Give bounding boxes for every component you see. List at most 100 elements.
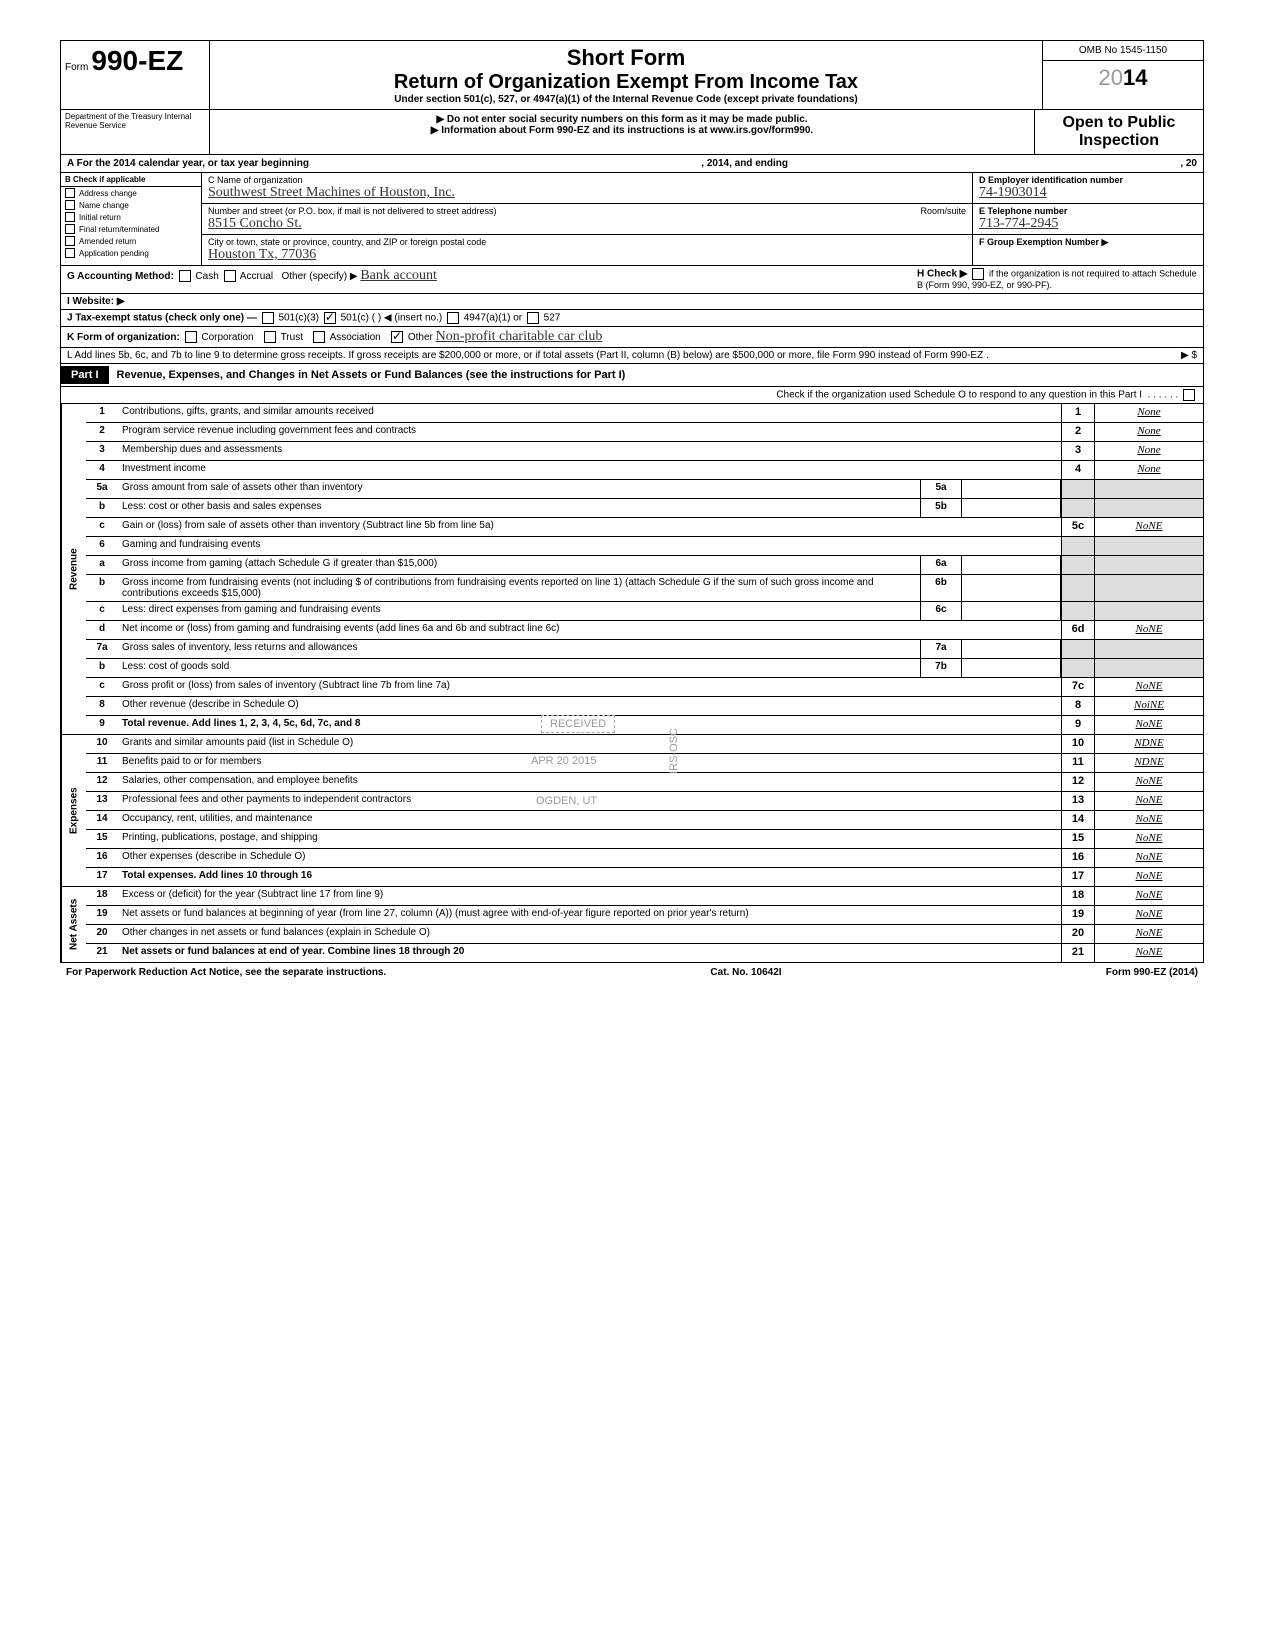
mid-num: 6b [920,575,962,601]
corp-checkbox [185,331,197,343]
shaded-cell [1061,575,1095,601]
line-number: 15 [86,830,118,848]
shaded-cell [1095,659,1203,677]
right-num: 2 [1061,423,1095,441]
mid-val [962,499,1061,517]
accrual-label: Accrual [240,271,273,282]
c-label: 501(c) ( [341,313,375,324]
right-val: NoNE [1095,830,1203,848]
line-row: 7aGross sales of inventory, less returns… [86,640,1203,659]
corp-label: Corporation [201,332,253,343]
other-org-value: Non-profit charitable car club [436,329,603,344]
527-checkbox [527,312,539,324]
group-field: F Group Exemption Number ▶ [973,235,1203,250]
right-num: 11 [1061,754,1095,772]
insert-label: ) ◀ (insert no.) [378,313,442,324]
l-arrow: ▶ $ [1181,350,1197,361]
form-990ez: Form 990-EZ Short Form Return of Organiz… [60,40,1204,963]
line-number: 8 [86,697,118,715]
line-desc: Total expenses. Add lines 10 through 16 [118,868,1061,886]
line-desc: Gross income from gaming (attach Schedul… [118,556,920,574]
subtitle: Under section 501(c), 527, or 4947(a)(1)… [218,94,1034,105]
line-row: cLess: direct expenses from gaming and f… [86,602,1203,621]
line-row: 10Grants and similar amounts paid (list … [86,735,1203,754]
line-number: 6 [86,537,118,555]
line-desc: Less: direct expenses from gaming and fu… [118,602,920,620]
right-num: 16 [1061,849,1095,867]
right-info: D Employer identification number 74-1903… [973,173,1203,265]
expense-lines: 10Grants and similar amounts paid (list … [86,735,1203,886]
omb-number: OMB No 1545-1150 [1043,41,1203,61]
part1-header: Part I Revenue, Expenses, and Changes in… [61,364,1203,387]
line-desc: Gross profit or (loss) from sales of inv… [118,678,1061,696]
ein-label: D Employer identification number [979,175,1197,185]
right-val: NoNE [1095,678,1203,696]
accrual-checkbox [224,270,236,282]
year-bold: 14 [1123,65,1147,90]
line-row: 9Total revenue. Add lines 1, 2, 3, 4, 5c… [86,716,1203,734]
line-desc: Gross amount from sale of assets other t… [118,480,920,498]
line-desc: Net assets or fund balances at end of ye… [118,944,1061,962]
right-box: OMB No 1545-1150 2014 [1043,41,1203,109]
line-l: L Add lines 5b, 6c, and 7b to line 9 to … [61,348,1203,364]
mid-val [962,480,1061,498]
group-label: F Group Exemption Number ▶ [979,237,1197,248]
line-number: 21 [86,944,118,962]
right-val: NoNE [1095,906,1203,924]
line-desc: Less: cost or other basis and sales expe… [118,499,920,517]
check-final: Final return/terminated [61,223,201,235]
expenses-label: Expenses [61,735,86,886]
right-num: 5c [1061,518,1095,536]
right-num: 9 [1061,716,1095,734]
line-desc: Membership dues and assessments [118,442,1061,460]
right-val: NoNE [1095,944,1203,962]
revenue-label: Revenue [61,404,86,734]
line-row: 8Other revenue (describe in Schedule O)8… [86,697,1203,716]
shaded-cell [1095,640,1203,658]
right-num: 12 [1061,773,1095,791]
line-desc: Gross income from fundraising events (no… [118,575,920,601]
city: Houston Tx, 77036 [208,247,316,262]
right-val: NoNE [1095,925,1203,943]
mid-val [962,575,1061,601]
status-row: J Tax-exempt status (check only one) — 5… [61,310,1203,327]
name-col: C Name of organization Southwest Street … [202,173,973,265]
notice-row: Department of the Treasury Internal Reve… [61,110,1203,155]
line-desc: Less: cost of goods sold [118,659,920,677]
check-pending: Application pending [61,247,201,259]
line-row: 6Gaming and fundraising events [86,537,1203,556]
shaded-cell [1061,480,1095,498]
line-row: cGain or (loss) from sale of assets othe… [86,518,1203,537]
period-c: , 20 [1180,158,1197,169]
year-prefix: 20 [1099,65,1123,90]
line-row: 21Net assets or fund balances at end of … [86,944,1203,962]
right-num: 4 [1061,461,1095,479]
a1-label: 4947(a)(1) or [464,313,522,324]
line-desc: Net income or (loss) from gaming and fun… [118,621,1061,639]
line-desc: Excess or (deficit) for the year (Subtra… [118,887,1061,905]
line-number: b [86,659,118,677]
line-desc: Investment income [118,461,1061,479]
shaded-cell [1095,602,1203,620]
form-number: 990-EZ [91,45,183,76]
right-val: NoNE [1095,773,1203,791]
shaded-cell [1095,575,1203,601]
line-number: 5a [86,480,118,498]
line-desc: Other changes in net assets or fund bala… [118,925,1061,943]
line-row: 5aGross amount from sale of assets other… [86,480,1203,499]
line-desc: Salaries, other compensation, and employ… [118,773,1061,791]
right-num: 19 [1061,906,1095,924]
mid-val [962,659,1061,677]
phone: 713-774-2945 [979,216,1058,231]
net-assets-section: Net Assets 18Excess or (deficit) for the… [61,887,1203,962]
right-num: 1 [1061,404,1095,422]
line-row: 11Benefits paid to or for members11NDNE [86,754,1203,773]
line-row: bGross income from fundraising events (n… [86,575,1203,602]
501c3-checkbox [262,312,274,324]
right-val: NoNE [1095,621,1203,639]
line-row: 15Printing, publications, postage, and s… [86,830,1203,849]
form-prefix: Form [65,62,88,73]
line-number: 16 [86,849,118,867]
cash-label: Cash [195,271,218,282]
line-row: 14Occupancy, rent, utilities, and mainte… [86,811,1203,830]
